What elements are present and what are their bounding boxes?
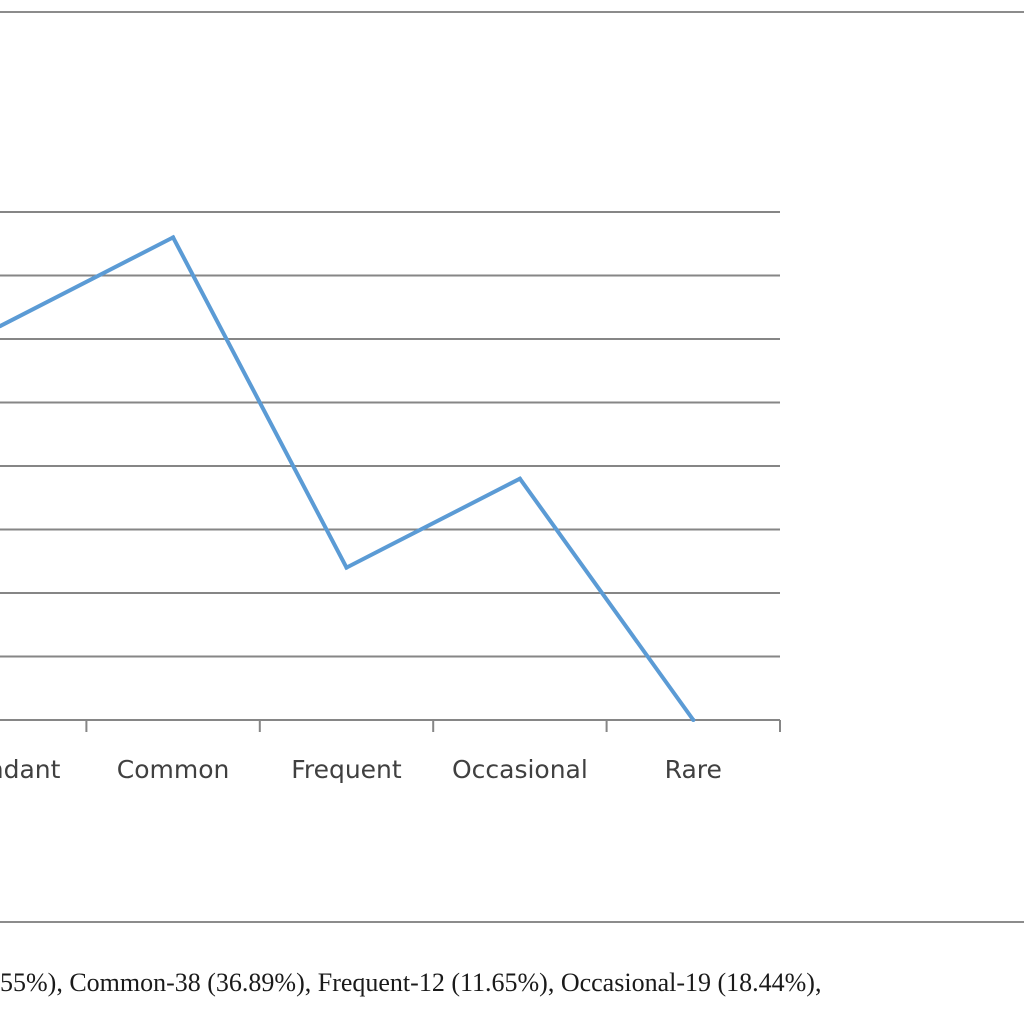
data-point-occasional (517, 476, 522, 481)
x-tick-label-common: Common (117, 755, 230, 784)
x-tick-labels: Abundant Common Frequent Occasional Rare (0, 755, 722, 784)
x-axis (0, 719, 781, 732)
series (0, 234, 696, 722)
data-point-frequent (344, 565, 349, 570)
x-tick-label-frequent: Frequent (291, 755, 402, 784)
x-tick-label-occasional: Occasional (452, 755, 588, 784)
x-tick-label-abundant: Abundant (0, 755, 61, 784)
data-point-abundant (0, 324, 2, 329)
data-point-common (171, 235, 176, 240)
series-line-0 (0, 234, 695, 722)
x-tick-label-rare: Rare (665, 755, 722, 784)
data-point-rare (691, 718, 696, 722)
figure-caption: 55%), Common-38 (36.89%), Frequent-12 (1… (0, 968, 822, 997)
gridlines (0, 211, 780, 658)
